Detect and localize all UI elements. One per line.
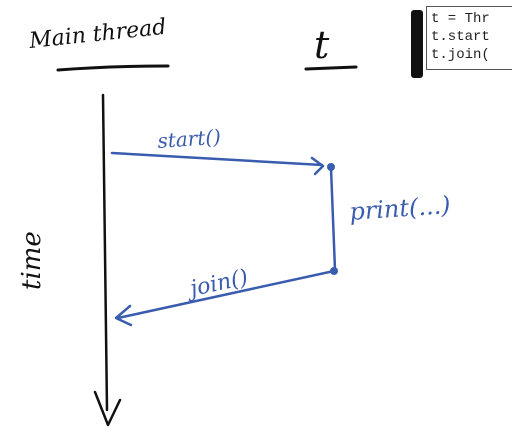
start-arrowhead (310, 156, 325, 176)
timeline-arrowhead (93, 390, 122, 427)
join-arrowhead (114, 304, 133, 327)
t-thread-label: t (314, 23, 330, 67)
join-arrow (116, 269, 336, 320)
print-label: print(...) (348, 191, 451, 226)
code-margin-bar (411, 10, 423, 78)
code-snippet: t = Thr t.start t.join( (426, 6, 512, 70)
code-line: t.join( (431, 47, 490, 63)
main-thread-underline (56, 64, 170, 72)
start-label: start() (157, 125, 222, 153)
t-thread-underline (304, 65, 358, 71)
start-arrow (110, 151, 324, 167)
main-thread-timeline (101, 93, 109, 412)
thread-t-execution (329, 166, 337, 272)
code-line: t = Thr (431, 11, 490, 27)
code-line: t.start (431, 29, 490, 45)
main-thread-label: Main thread (27, 15, 167, 54)
time-label: time (17, 231, 47, 290)
